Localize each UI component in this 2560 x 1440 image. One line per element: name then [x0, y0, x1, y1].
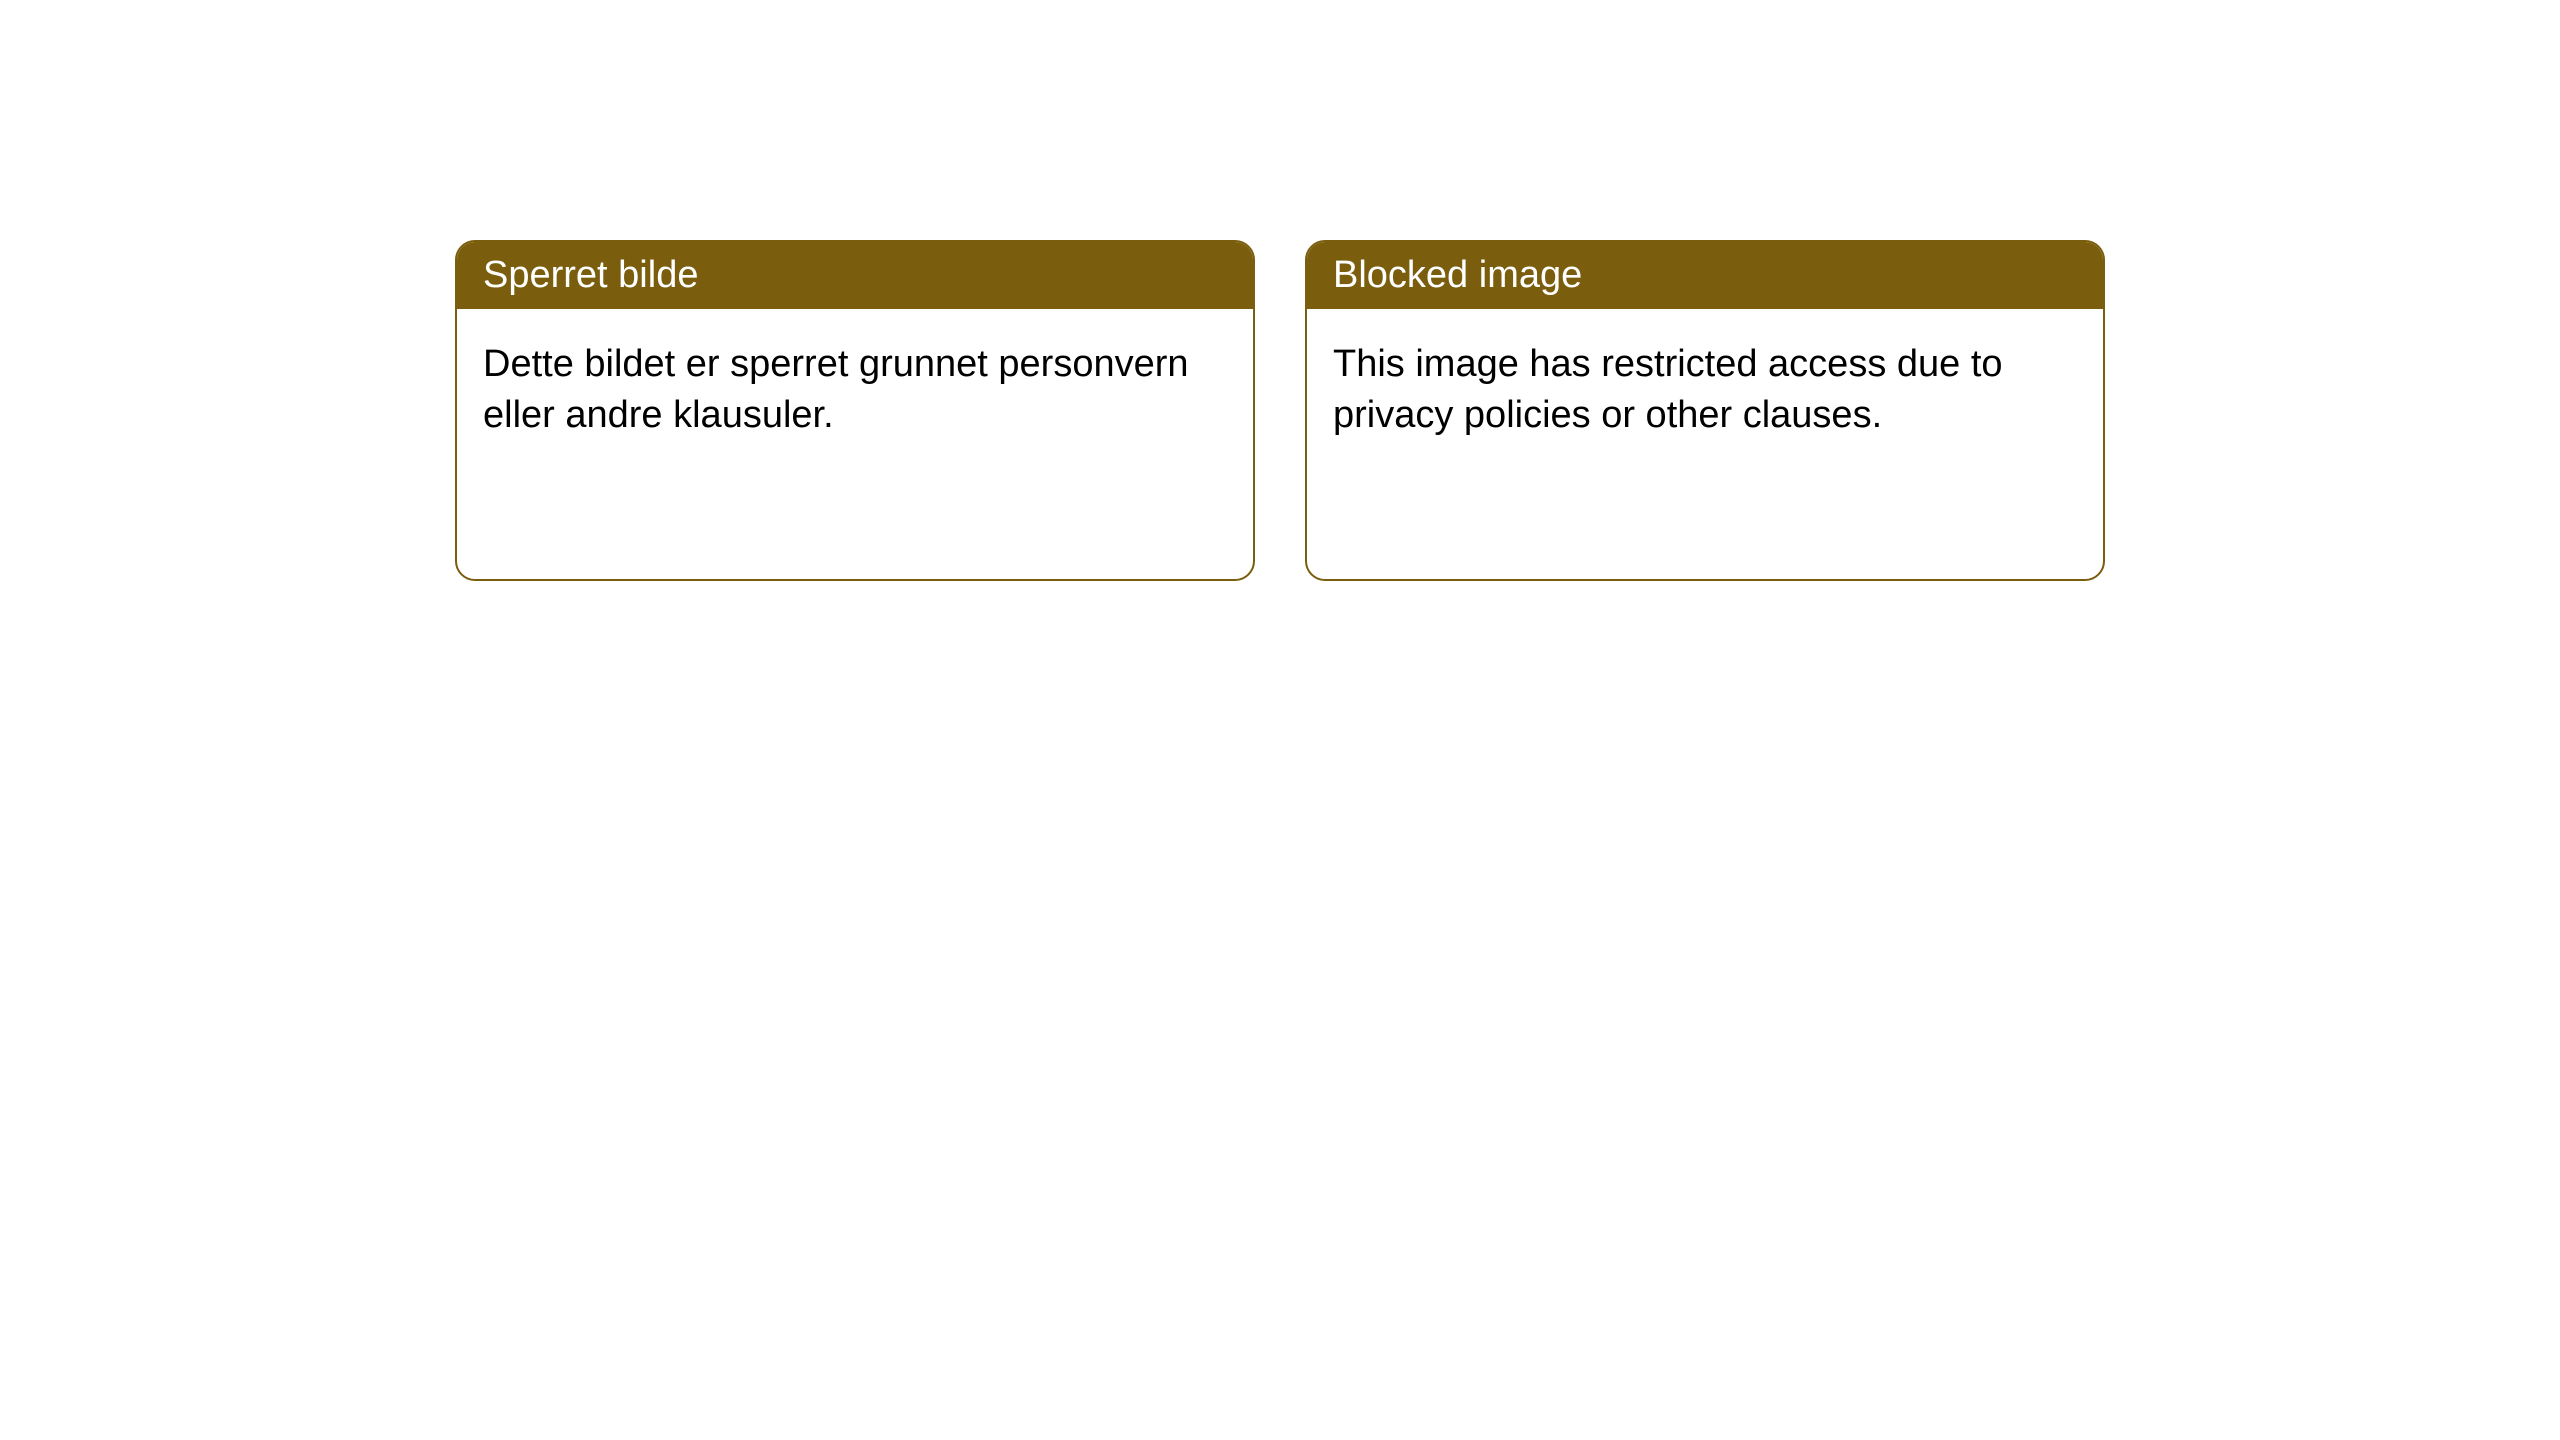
notice-card-norwegian: Sperret bilde Dette bildet er sperret gr… [455, 240, 1255, 581]
notice-body-text: This image has restricted access due to … [1333, 343, 2003, 436]
notice-body: This image has restricted access due to … [1307, 309, 2103, 579]
notice-card-container: Sperret bilde Dette bildet er sperret gr… [455, 240, 2105, 581]
notice-body: Dette bildet er sperret grunnet personve… [457, 309, 1253, 579]
notice-title: Blocked image [1333, 254, 1582, 296]
notice-header: Blocked image [1307, 242, 2103, 309]
notice-title: Sperret bilde [483, 254, 698, 296]
notice-card-english: Blocked image This image has restricted … [1305, 240, 2105, 581]
notice-body-text: Dette bildet er sperret grunnet personve… [483, 343, 1189, 436]
notice-header: Sperret bilde [457, 242, 1253, 309]
